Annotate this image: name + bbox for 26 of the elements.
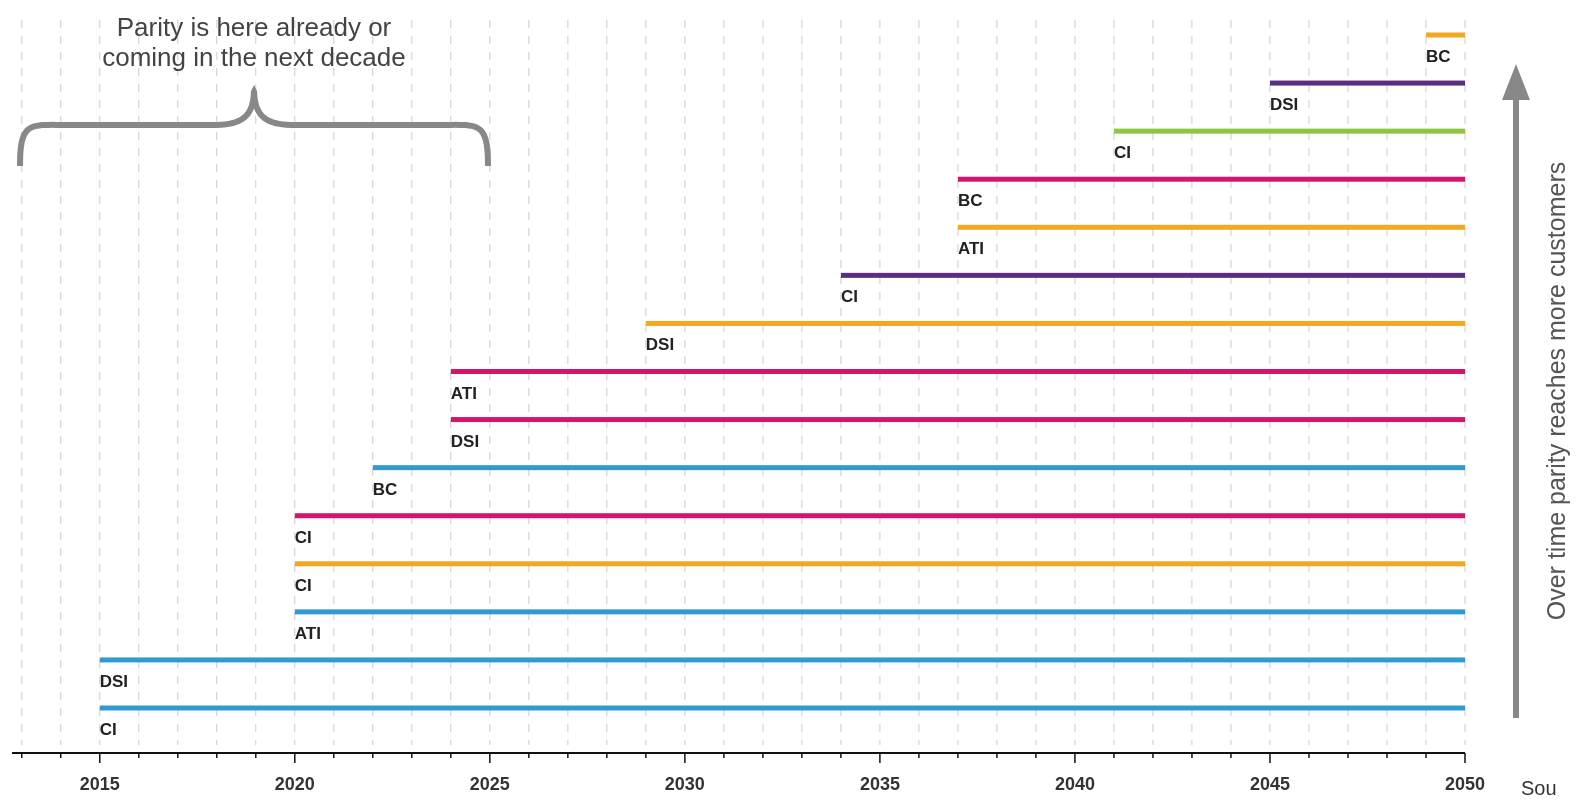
x-tick-label: 2040 bbox=[1054, 774, 1095, 794]
x-tick-label: 2020 bbox=[274, 774, 315, 794]
y-tick-label: CI bbox=[294, 527, 312, 547]
y-tick-label: BC bbox=[372, 479, 398, 499]
y-tick-label: ATI bbox=[957, 239, 985, 259]
y-tick-label: DSI bbox=[1269, 95, 1299, 115]
y-tick-label: CI bbox=[294, 575, 312, 595]
x-tick-label: 2035 bbox=[859, 774, 900, 794]
y-tick-label: DSI bbox=[450, 431, 480, 451]
y-tick-label: BC bbox=[1425, 47, 1451, 66]
x-tick-label: 2030 bbox=[664, 774, 705, 794]
y-tick-label: BC bbox=[957, 191, 983, 211]
annotation: Parity is here already or coming in the next decade bbox=[102, 12, 406, 72]
y-tick-label: ATI bbox=[450, 383, 477, 403]
y-tick-label: CI bbox=[1113, 143, 1131, 163]
y-tick-label: CI bbox=[840, 287, 858, 307]
y-axis-title: Over time parity reaches more customers bbox=[1542, 161, 1570, 621]
y-tick-label: DSI bbox=[645, 335, 675, 355]
x-tick-label: 2015 bbox=[79, 774, 120, 794]
y-tick-label: DSI bbox=[99, 671, 129, 691]
x-tick-label: 2025 bbox=[469, 774, 510, 794]
y-tick-label: CI bbox=[99, 720, 117, 739]
text: Sou bbox=[1521, 777, 1557, 799]
y-tick-label: ATI bbox=[294, 623, 321, 643]
x-tick-label: 2050 bbox=[1444, 774, 1486, 794]
x-tick-label: 2045 bbox=[1249, 774, 1290, 794]
